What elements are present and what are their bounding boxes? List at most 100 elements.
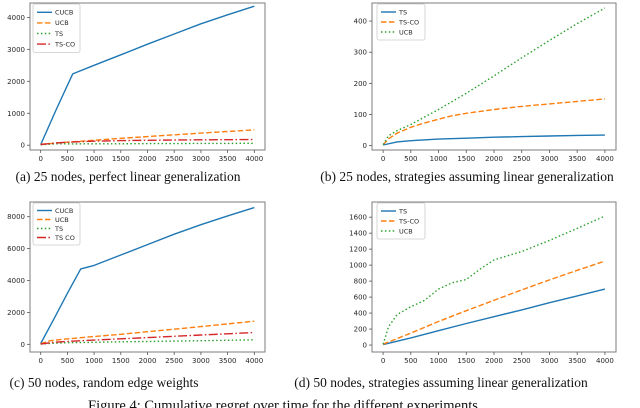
- y-tick-label: 2000: [7, 309, 25, 317]
- x-tick-label: 4000: [596, 155, 614, 163]
- legend-label-ts: TS: [398, 8, 407, 16]
- x-tick-label: 4000: [596, 357, 614, 365]
- x-tick-label: 0: [381, 155, 385, 163]
- x-tick-label: 3500: [568, 357, 586, 365]
- x-tick-label: 1000: [85, 155, 103, 163]
- y-tick-label: 200: [354, 326, 367, 334]
- legend-label-ts: TS: [54, 225, 63, 233]
- y-tick-label: 1000: [349, 262, 367, 270]
- legend-label-ts: TS: [398, 207, 407, 215]
- y-tick-label: 800: [354, 278, 367, 286]
- y-tick-label: 100: [354, 111, 367, 119]
- x-tick-label: 3000: [541, 357, 559, 365]
- y-tick-label: 0: [21, 341, 25, 349]
- y-tick-label: 1200: [349, 246, 367, 254]
- x-tick-label: 1500: [112, 155, 130, 163]
- y-tick-label: 3000: [7, 46, 25, 54]
- x-tick-label: 3500: [568, 155, 586, 163]
- legend-label-cucb: CUCB: [55, 207, 73, 215]
- legend-box: [376, 3, 426, 41]
- series-line-ts: [382, 134, 605, 146]
- x-tick-label: 3500: [219, 357, 237, 365]
- series-line-cucb: [40, 206, 255, 344]
- y-tick-label: 0: [21, 142, 25, 150]
- y-tick-label: 600: [354, 294, 367, 302]
- legend-label-ts: TS: [54, 30, 63, 38]
- x-tick-label: 500: [404, 155, 417, 163]
- chart-50-nodes-random-weights: 0 500 1000 1500 2000 2500 3000 3500 4000 0 2000 400…: [7, 201, 266, 365]
- x-tick-label: 2500: [165, 357, 183, 365]
- x-tick-label: 4000: [245, 155, 263, 163]
- series-line-ts-co: [382, 98, 605, 146]
- y-tick-label: 0: [363, 342, 367, 350]
- x-tick-label: 1500: [457, 155, 475, 163]
- series-line-ucb: [382, 7, 606, 146]
- y-tick-label: 4000: [7, 14, 25, 22]
- x-tick-label: 3000: [541, 155, 559, 163]
- y-tick-label: 2000: [7, 78, 25, 86]
- x-tick-label: 500: [61, 155, 74, 163]
- legend-label-ts-co: TS-CO: [398, 217, 419, 225]
- series-line-ucb: [40, 320, 255, 345]
- x-tick-label: 2000: [485, 357, 503, 365]
- chart-25-nodes-linear-strategies: 0 500 1000 1500 2000 2500 3000 3500 4000 0 100 200 3…: [354, 2, 617, 163]
- y-tick-label: 6000: [7, 245, 25, 253]
- subcaption-c: (c) 50 nodes, random edge weights: [9, 375, 199, 390]
- x-tick-label: 0: [38, 357, 42, 365]
- legend-label-cucb: CUCB: [55, 9, 73, 17]
- x-tick-label: 3000: [192, 155, 210, 163]
- series-line-ts: [40, 339, 255, 345]
- y-tick-label: 300: [354, 49, 367, 57]
- y-tick-label: 1600: [349, 214, 367, 222]
- x-tick-label: 2500: [513, 155, 531, 163]
- subcaption-d: (d) 50 nodes, strategies assuming linear…: [294, 375, 588, 390]
- x-tick-label: 1000: [85, 357, 103, 365]
- series-line-ucb: [382, 215, 606, 345]
- legend-box: [32, 202, 81, 246]
- legend-box: [32, 3, 81, 53]
- subcaption-a: (a) 25 nodes, perfect linear generalizat…: [15, 169, 241, 184]
- legend-label-ucb: UCB: [55, 216, 69, 224]
- y-tick-label: 200: [354, 80, 367, 88]
- y-tick-label: 400: [354, 18, 367, 26]
- x-tick-label: 0: [38, 155, 42, 163]
- x-tick-label: 1000: [430, 155, 448, 163]
- x-tick-label: 3500: [219, 155, 237, 163]
- series-line-ts-co: [40, 138, 255, 146]
- x-tick-label: 1000: [430, 357, 448, 365]
- y-tick-label: 1400: [349, 230, 367, 238]
- figure-caption-clipped: Figure 4: Cumulative regret over time fo…: [88, 398, 478, 408]
- y-tick-label: 8000: [7, 213, 25, 221]
- legend-label-ts-co: TS-CO: [398, 18, 419, 26]
- series-line-ts-co: [382, 260, 606, 345]
- x-tick-label: 0: [381, 357, 385, 365]
- x-tick-label: 500: [61, 357, 74, 365]
- y-tick-label: 4000: [7, 277, 25, 285]
- legend-label-ucb: UCB: [399, 28, 413, 36]
- x-tick-label: 2000: [485, 155, 503, 163]
- chart-25-nodes-perfect-linear: 0 500 1000 1500 2000 2500 3000 3500 4000 0 1000 200…: [7, 2, 266, 163]
- legend-label-ucb: UCB: [399, 227, 413, 235]
- y-tick-label: 1000: [7, 110, 25, 118]
- series-line-ts: [40, 142, 255, 146]
- legend-label-ts-co: TS CO: [54, 234, 75, 242]
- x-tick-label: 1500: [112, 357, 130, 365]
- chart-50-nodes-linear-strategies: 0 500 1000 1500 2000 2500 3000 3500 4000 0 200 400 6…: [349, 201, 617, 365]
- series-line-cucb: [40, 5, 255, 145]
- x-tick-label: 3000: [192, 357, 210, 365]
- x-tick-label: 2500: [165, 155, 183, 163]
- legend-label-ucb: UCB: [55, 19, 69, 27]
- x-tick-label: 1500: [457, 357, 475, 365]
- x-tick-label: 2500: [513, 357, 531, 365]
- series-line-ts-co: [40, 331, 255, 345]
- y-tick-label: 400: [354, 310, 367, 318]
- series-line-ts: [382, 288, 606, 346]
- subcaption-b: (b) 25 nodes, strategies assuming linear…: [320, 169, 614, 184]
- x-tick-label: 2000: [139, 357, 157, 365]
- x-tick-label: 2000: [139, 155, 157, 163]
- x-tick-label: 500: [404, 357, 417, 365]
- legend-label-ts-co: TS-CO: [54, 40, 75, 48]
- x-tick-label: 4000: [245, 357, 263, 365]
- y-tick-label: 0: [363, 142, 367, 150]
